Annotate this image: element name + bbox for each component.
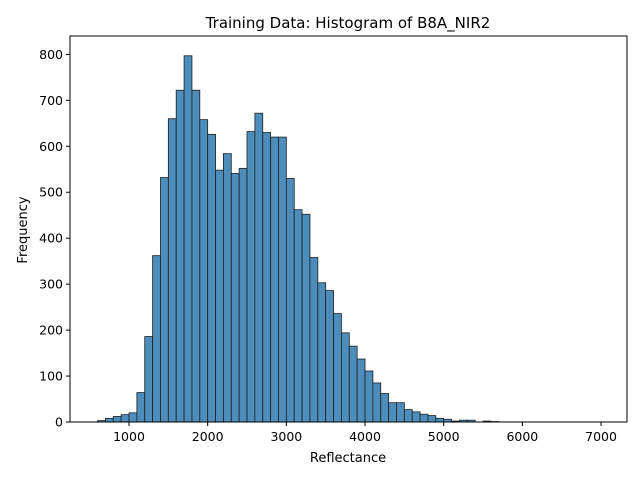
histogram-bar [389,403,397,422]
y-tick-label: 300 [39,277,63,292]
histogram-bar [137,393,145,422]
y-tick-label: 500 [39,185,63,200]
histogram-bar [436,418,444,422]
histogram-bar [113,416,121,422]
histogram-bar [184,56,192,422]
x-tick-label: 5000 [428,429,460,444]
histogram-bar [121,415,129,422]
histogram-bar [381,394,389,422]
histogram-bar [231,173,239,422]
y-axis-label: Frequency [16,196,31,263]
histogram-bar [286,178,294,422]
histogram-bar [310,257,318,422]
y-tick-label: 200 [39,323,63,338]
histogram-bar [428,416,436,422]
histogram-bar [239,168,247,422]
histogram-bar [247,132,255,422]
x-tick-label: 1000 [113,429,145,444]
histogram-bar [145,337,153,422]
y-tick-label: 600 [39,139,63,154]
histogram-bar [263,133,271,423]
histogram-bar [271,137,279,422]
histogram-bar [396,403,404,422]
histogram-bar [334,314,342,422]
histogram-bar [129,413,137,422]
y-tick-label: 0 [55,415,63,430]
histogram-bar [326,291,334,422]
y-tick-label: 800 [39,47,63,62]
y-tick-label: 100 [39,369,63,384]
x-axis-label: Reflectance [310,451,386,466]
histogram-bar [357,359,365,422]
histogram-bar [192,90,200,422]
histogram-bar [404,410,412,422]
histogram-bar [168,119,176,422]
x-tick-label: 6000 [506,429,538,444]
histogram-bar [294,210,302,422]
histogram-bar [341,333,349,422]
histogram-bar [412,412,420,422]
histogram-bar [216,170,224,422]
histogram-bar [302,214,310,422]
histogram-bar [255,113,263,422]
histogram-bar [176,90,184,422]
histogram-bar [223,154,231,422]
histogram-bar [208,134,216,422]
histogram-bar [349,346,357,422]
histogram-bar [420,414,428,422]
histogram-bar [153,256,161,422]
chart-title: Training Data: Histogram of B8A_NIR2 [205,14,491,33]
histogram-bar [278,137,286,422]
histogram-bar [160,178,168,422]
histogram-bar [105,418,113,422]
histogram-bar [200,120,208,422]
x-tick-label: 7000 [585,429,617,444]
y-tick-label: 700 [39,93,63,108]
x-tick-label: 2000 [192,429,224,444]
histogram-bar [373,383,381,422]
x-tick-label: 3000 [270,429,302,444]
x-tick-label: 4000 [349,429,381,444]
histogram-bar [318,283,326,422]
y-tick-label: 400 [39,231,63,246]
histogram-bar [365,371,373,422]
